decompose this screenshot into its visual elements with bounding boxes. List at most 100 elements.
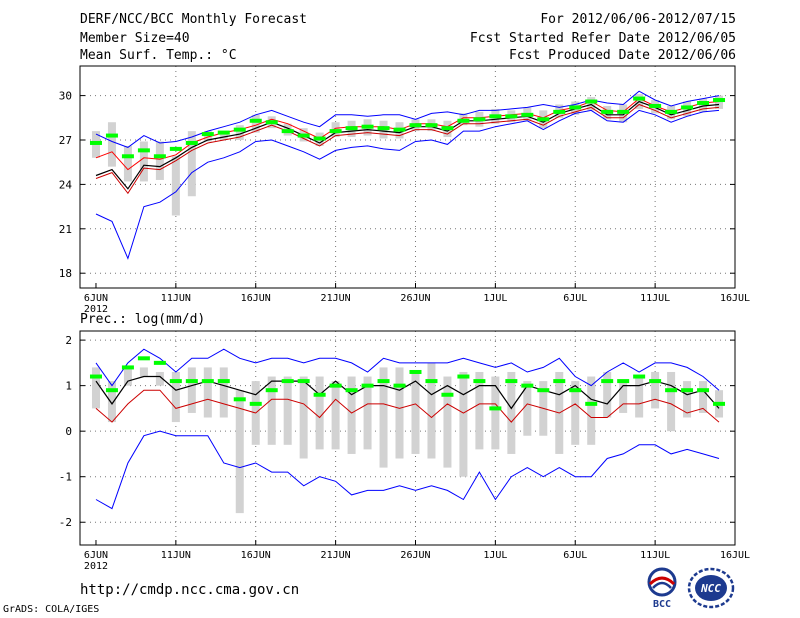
spread-bar [619, 381, 628, 413]
obs-marker [201, 379, 214, 384]
spread-bar [171, 156, 180, 216]
spread-bar [155, 141, 164, 180]
obs-marker [585, 99, 598, 104]
spread-bar [587, 376, 596, 445]
obs-marker [489, 114, 502, 119]
obs-marker [377, 379, 390, 384]
obs-marker [105, 133, 118, 138]
obs-marker [249, 401, 262, 406]
x-tick-label: 11JUN [161, 550, 191, 561]
spread-bar [315, 376, 324, 450]
min-line [95, 430, 720, 510]
obs-marker [265, 120, 278, 125]
min-line [95, 109, 720, 260]
spread-bar [155, 371, 164, 386]
spread-bar [683, 381, 692, 418]
obs-marker [649, 103, 662, 108]
y-tick-label: 27 [59, 134, 72, 147]
x-tick-label: 6JUL [563, 550, 587, 561]
spread-bar [235, 125, 244, 140]
x-tick-label: 26JUN [400, 293, 430, 304]
max-line [95, 348, 720, 391]
obs-marker [617, 379, 630, 384]
obs-marker [313, 136, 326, 141]
spread-bar [523, 381, 532, 436]
spread-bar [187, 131, 196, 197]
spread-bar [267, 376, 276, 445]
obs-marker [377, 126, 390, 131]
bcc-logo-ring [647, 567, 677, 597]
obs-marker [425, 379, 438, 384]
obs-marker [601, 109, 614, 114]
max-line [95, 90, 720, 148]
obs-marker [713, 98, 726, 103]
obs-marker [713, 401, 726, 406]
spread-bar [219, 367, 228, 418]
x-tick-label: 16JUN [241, 550, 271, 561]
obs-marker [665, 388, 678, 393]
obs-marker [393, 383, 406, 388]
x-tick-label: 11JUL [640, 550, 670, 561]
obs-marker [313, 392, 326, 397]
x-tick-label: 16JUL [720, 550, 750, 561]
obs-marker [489, 406, 502, 411]
spread-bar [427, 362, 436, 459]
x-tick-label: 26JUN [400, 550, 430, 561]
median-line [95, 389, 720, 423]
spread-bar [459, 371, 468, 477]
x-tick-label: 21JUN [321, 293, 351, 304]
obs-marker [681, 105, 694, 110]
median-line [95, 103, 720, 195]
grads-credit: GrADS: COLA/IGES [3, 604, 100, 615]
member-size-label: Member Size=40 [80, 31, 190, 46]
precip-panel-title: Prec.: log(mm/d) [80, 312, 205, 327]
obs-marker [137, 148, 150, 153]
obs-marker [153, 154, 166, 159]
spread-bar [107, 122, 116, 167]
y-tick-label: -1 [59, 471, 72, 484]
spread-bar [123, 367, 132, 386]
period-label: For 2012/06/06-2012/07/15 [540, 12, 736, 27]
x-tick-label: 1JUL [483, 550, 507, 561]
x-tick-label: 21JUN [321, 550, 351, 561]
obs-marker [521, 112, 534, 117]
spread-bar [203, 131, 212, 142]
obs-marker [521, 383, 534, 388]
spread-bar [715, 95, 724, 109]
obs-marker [217, 130, 230, 135]
x-tick-label: 6JUN [84, 293, 108, 304]
spread-bar [139, 141, 148, 182]
obs-marker [281, 129, 294, 134]
source-url[interactable]: http://cmdp.ncc.cma.gov.cn [80, 582, 300, 598]
obs-marker [633, 374, 646, 379]
y-tick-label: 18 [59, 267, 72, 280]
ncc-logo-disc [695, 575, 727, 601]
obs-marker [457, 118, 470, 123]
obs-marker [137, 356, 150, 361]
plot-frame [79, 330, 736, 546]
obs-marker [505, 114, 518, 119]
x-tick-label: 11JUN [161, 293, 191, 304]
obs-marker [457, 374, 470, 379]
spread-bar [667, 371, 676, 432]
chart-title: DERF/NCC/BCC Monthly Forecast [80, 12, 307, 27]
spread-bar [187, 367, 196, 413]
spread-bar [251, 114, 260, 133]
obs-marker [697, 388, 710, 393]
obs-marker [569, 105, 582, 110]
y-tick-label: 30 [59, 90, 72, 103]
bcc-logo-arc [648, 576, 676, 586]
obs-marker [697, 101, 710, 105]
x-year-label: 2012 [84, 304, 108, 315]
spread-bar [635, 376, 644, 418]
spread-bar [363, 376, 372, 450]
obs-marker [169, 379, 182, 384]
mean-line [95, 100, 720, 190]
y-tick-label: 1 [65, 380, 72, 393]
obs-marker [297, 133, 310, 138]
bcc-logo-arc-inner [652, 581, 672, 589]
obs-marker [297, 379, 310, 384]
obs-marker [473, 117, 486, 122]
